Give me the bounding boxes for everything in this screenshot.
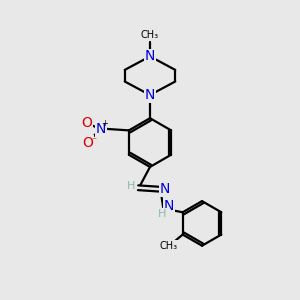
Text: CH₃: CH₃ (159, 241, 178, 251)
Text: H: H (158, 209, 166, 219)
Text: N: N (164, 199, 174, 213)
Text: ⁻: ⁻ (91, 137, 96, 147)
Text: N: N (145, 50, 155, 63)
Text: N: N (159, 182, 170, 196)
Text: H: H (127, 181, 135, 191)
Text: +: + (101, 119, 108, 128)
Text: CH₃: CH₃ (141, 30, 159, 40)
Text: O: O (83, 136, 94, 150)
Text: N: N (95, 122, 106, 136)
Text: O: O (81, 116, 92, 130)
Text: N: N (145, 88, 155, 102)
